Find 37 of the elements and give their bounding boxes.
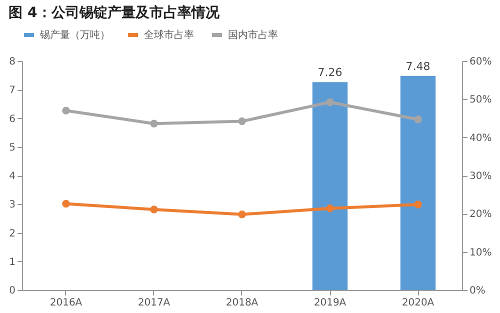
point [414, 200, 422, 208]
y-tick-label: 2 [9, 228, 16, 240]
y2-tick-label: 0% [470, 286, 486, 296]
x-tick-label: 2018A [226, 298, 258, 308]
point [326, 204, 334, 212]
y-tick-label: 8 [9, 56, 16, 68]
data-label: 7.48 [406, 60, 430, 73]
legend-label: 锡产量（万吨） [39, 29, 110, 41]
point [238, 210, 246, 218]
y2-tick-label: 10% [470, 247, 492, 258]
point [238, 117, 246, 126]
y2-tick-label: 30% [470, 171, 492, 182]
point [326, 98, 334, 106]
point [150, 206, 158, 214]
y-tick-label: 0 [9, 286, 16, 296]
point [62, 200, 70, 208]
y2-tick-label: 20% [470, 209, 492, 220]
legend-label: 全球市占率 [144, 29, 194, 41]
x-tick-label: 2016A [50, 298, 82, 308]
y-tick-label: 4 [9, 171, 16, 182]
y-tick-label: 1 [9, 256, 16, 268]
chart-title: 图 4：公司锡锭产量及市占率情况 [8, 4, 220, 21]
y-tick-label: 7 [9, 85, 16, 96]
x-tick-label: 2017A [138, 298, 170, 308]
x-tick-label: 2020A [402, 298, 434, 308]
y-tick-label: 3 [9, 200, 16, 211]
y2-tick-label: 60% [470, 56, 492, 68]
legend-label: 国内市占率 [228, 29, 278, 41]
data-label: 7.26 [318, 66, 342, 80]
y-tick-label: 6 [9, 114, 16, 125]
point [150, 120, 158, 128]
y2-tick-label: 50% [470, 94, 492, 106]
y-tick-label: 5 [9, 142, 16, 154]
x-tick-label: 2019A [314, 298, 346, 308]
y2-tick-label: 40% [470, 132, 492, 144]
point [414, 116, 422, 124]
point [62, 106, 70, 114]
